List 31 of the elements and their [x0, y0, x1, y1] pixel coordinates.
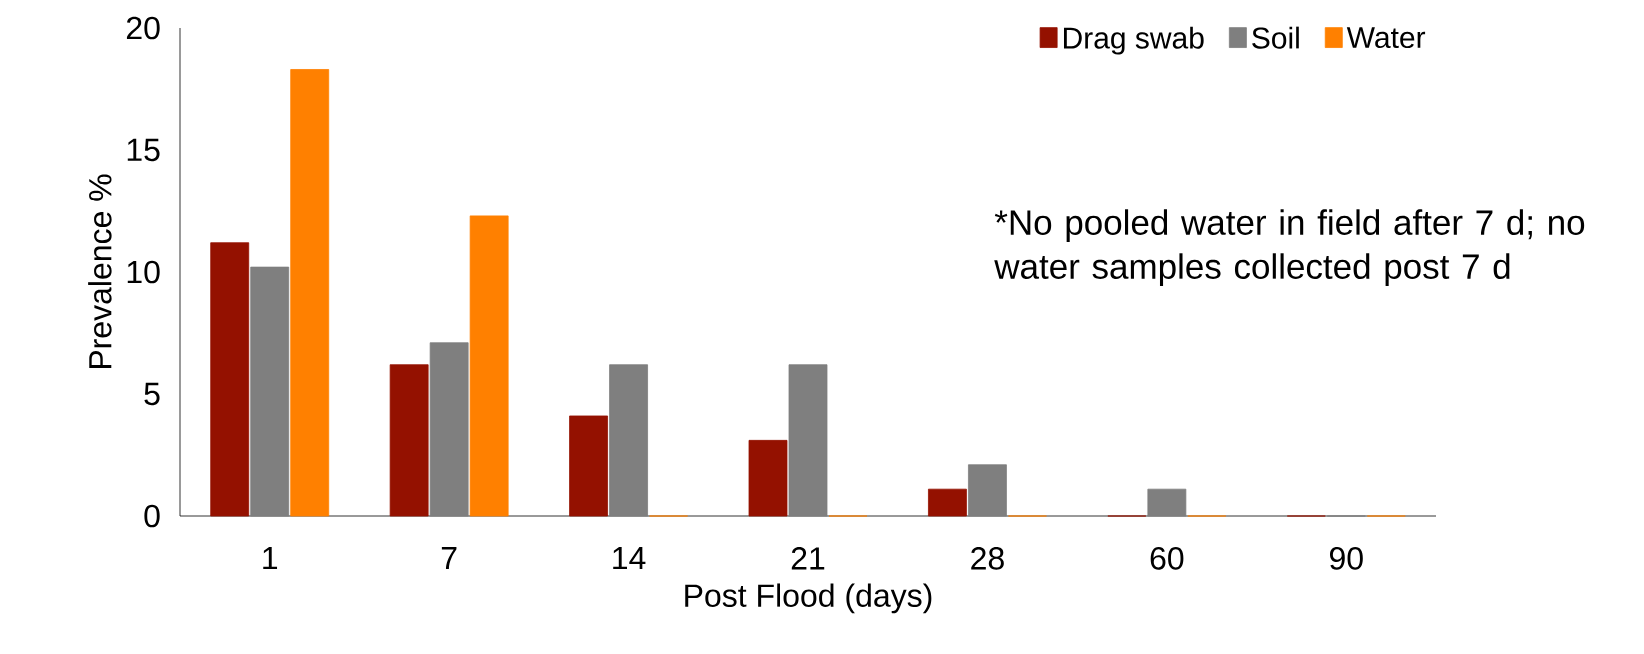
bar: [748, 439, 788, 517]
bar: [928, 488, 967, 517]
bar: [290, 69, 330, 517]
x-tick-label: 21: [791, 547, 825, 570]
bar: [1147, 488, 1187, 517]
y-tick-label: 5: [144, 382, 160, 406]
bar: [250, 266, 290, 517]
y-axis-title: Prevalence %: [88, 174, 112, 369]
bar: [429, 342, 469, 517]
bar: [469, 215, 509, 517]
x-tick-label: 28: [971, 547, 1004, 570]
bar: [968, 464, 1007, 517]
x-axis-title: Post Flood (days): [685, 583, 932, 614]
x-tick-label: 14: [613, 547, 646, 570]
bar: [210, 242, 250, 517]
bar: [788, 364, 828, 517]
y-tick-label: 20: [126, 16, 160, 40]
y-tick-label: 0: [144, 504, 160, 528]
bar: [389, 364, 429, 517]
x-tick-label: 7: [441, 547, 457, 570]
bar: [569, 415, 608, 517]
x-tick-label: 90: [1330, 547, 1363, 570]
legend-label: Drag swab: [1063, 26, 1204, 55]
y-tick-label: 15: [127, 138, 160, 162]
legend-label: Soil: [1252, 26, 1299, 49]
legend-label: Water: [1346, 27, 1426, 49]
bar: [609, 364, 648, 517]
annotation: *No pooled water in field after 7 d; no water samples collected post 7 d: [994, 209, 1585, 286]
x-tick-label: 60: [1150, 547, 1184, 570]
x-tick-label: 1: [263, 547, 278, 570]
y-tick-label: 10: [127, 260, 160, 284]
